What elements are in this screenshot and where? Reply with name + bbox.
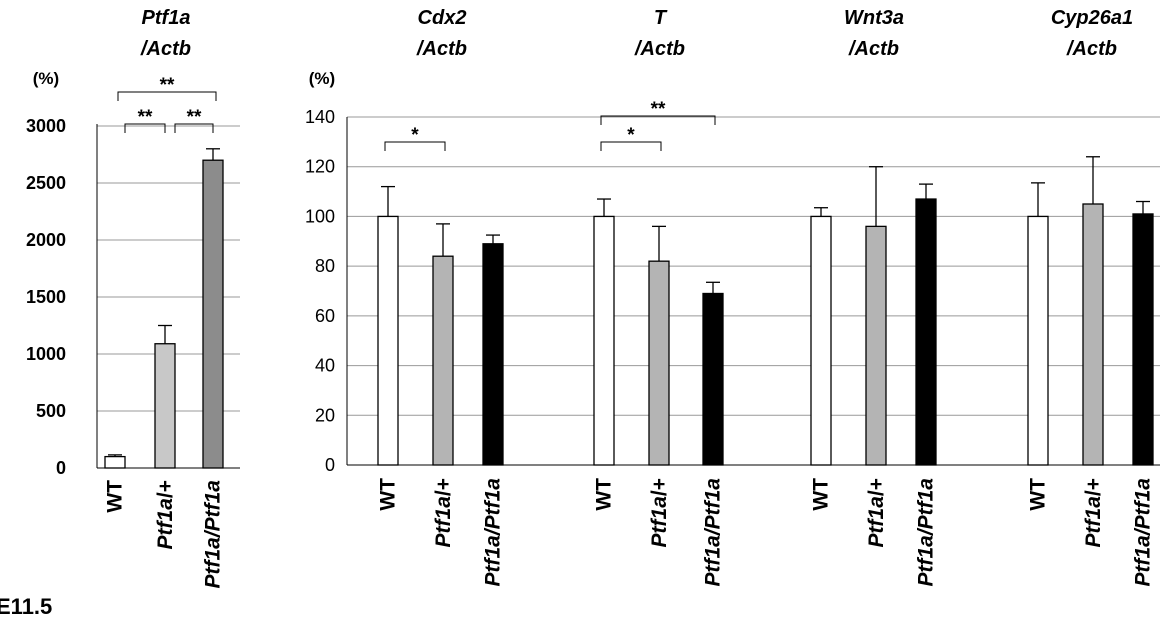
y-tick-label: 140	[305, 107, 335, 127]
significance-0-bracket	[117, 91, 217, 101]
category-label: WT	[377, 478, 400, 511]
category-label: Ptf1a/+	[865, 478, 888, 547]
y-tick-label: 20	[315, 405, 335, 425]
y-tick-label: 60	[315, 306, 335, 326]
y-tick-label: 2000	[26, 230, 66, 250]
category-label: Ptf1a/Ptf1a	[482, 478, 505, 587]
group-title-line2: /Actb	[416, 38, 467, 60]
significance-0-0-bracket	[384, 141, 446, 151]
bar-WT	[810, 215, 832, 466]
group-title-line2: /Actb	[1066, 38, 1117, 60]
group-title-line1: T	[654, 7, 668, 29]
category-label: Ptf1a/Ptf1a	[915, 478, 938, 587]
category-label: Ptf1a/+	[154, 480, 177, 549]
y-tick-label: 500	[36, 401, 66, 421]
bar-WT	[104, 455, 126, 469]
bar-Ptf1a/+	[432, 255, 454, 466]
ptf1a-chart: Ptf1a/Actb (%) 0 500 1000 1500 2000 2500 3000 WT P…	[26, 7, 240, 589]
significance-1-0-label: **	[651, 99, 666, 120]
significance-0-label: **	[160, 75, 175, 96]
y-axis-unit: (%)	[309, 69, 335, 88]
marker-genes-chart: (%) 0 20 40 60 80 100 120 140 Cdx2/Actb WT Ptf1a/+ P…	[305, 7, 1160, 587]
y-tick-label: 2500	[26, 173, 66, 193]
category-label: WT	[593, 478, 616, 511]
significance-1-label: **	[138, 107, 153, 128]
category-label: WT	[104, 480, 127, 513]
significance-1-1-label: *	[627, 125, 635, 146]
y-tick-label: 1000	[26, 344, 66, 364]
category-label: WT	[1027, 478, 1050, 511]
bar-Ptf1a/+	[154, 343, 176, 469]
category-label: Ptf1a/+	[432, 478, 455, 547]
bar-WT	[1027, 215, 1049, 466]
bar-WT	[593, 215, 615, 466]
bar-Ptf1a/Ptf1a	[202, 159, 224, 469]
bar-Ptf1a/+	[1082, 203, 1104, 466]
y-axis-unit: (%)	[33, 69, 59, 88]
significance-2-bracket	[174, 123, 214, 133]
y-tick-label: 1500	[26, 287, 66, 307]
y-tick-label: 0	[325, 455, 335, 475]
category-label: Ptf1a/+	[648, 478, 671, 547]
significance-2-label: **	[187, 107, 202, 128]
y-tick-label: 80	[315, 256, 335, 276]
group-title-line1: Cdx2	[418, 7, 467, 29]
bar-WT	[377, 215, 399, 466]
group-title-line1: Cyp26a1	[1051, 7, 1133, 29]
bar-Ptf1a/+	[648, 260, 670, 466]
y-tick-label: 120	[305, 157, 335, 177]
bar-Ptf1a/Ptf1a	[482, 243, 504, 466]
bar-Ptf1a/Ptf1a	[702, 292, 724, 466]
y-tick-label: 100	[305, 206, 335, 226]
category-label: Ptf1a/+	[1082, 478, 1105, 547]
y-tick-label: 0	[56, 458, 66, 478]
significance-1-bracket	[124, 123, 166, 133]
significance-0-0-label: *	[411, 125, 419, 146]
significance-1-1-bracket	[600, 141, 662, 151]
group-title-line2: /Actb	[634, 38, 685, 60]
group-title-line1: Wnt3a	[844, 7, 904, 29]
y-tick-label: 3000	[26, 116, 66, 136]
category-label: Ptf1a/Ptf1a	[1132, 478, 1155, 587]
category-label: Ptf1a/Ptf1a	[202, 480, 225, 589]
group-title-line2: /Actb	[848, 38, 899, 60]
panel-label: E11.5	[0, 594, 52, 617]
y-tick-label: 40	[315, 356, 335, 376]
chart-title-line2: /Actb	[140, 38, 191, 60]
bar-Ptf1a/Ptf1a	[1132, 213, 1154, 466]
chart-title-line1: Ptf1a	[142, 7, 191, 29]
bar-Ptf1a/Ptf1a	[915, 198, 937, 466]
category-label: WT	[810, 478, 833, 511]
bar-Ptf1a/+	[865, 225, 887, 466]
category-label: Ptf1a/Ptf1a	[702, 478, 725, 587]
significance-1-0-bracket	[600, 115, 716, 125]
